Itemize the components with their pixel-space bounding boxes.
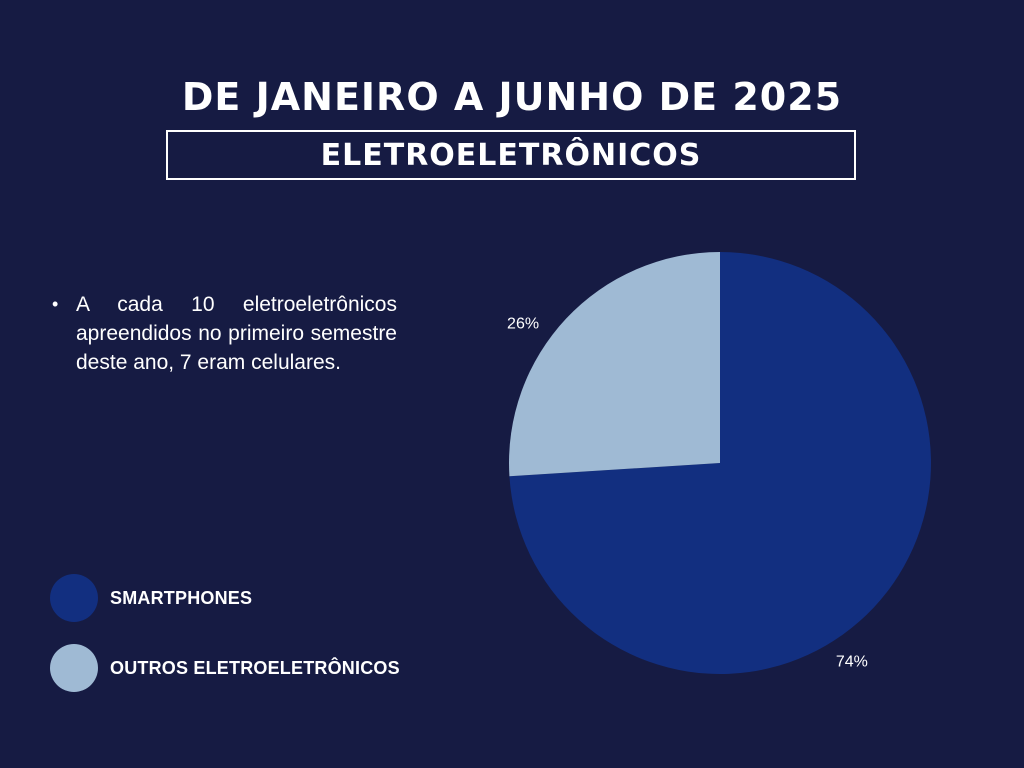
legend-swatch-outros	[50, 644, 98, 692]
page-subtitle: ELETROELETRÔNICOS	[320, 137, 702, 173]
pie-chart: 74% 26%	[480, 230, 960, 700]
pie-slice-outros	[509, 252, 720, 477]
subtitle-box: ELETROELETRÔNICOS	[166, 130, 856, 180]
legend-item-smartphones: SMARTPHONES	[50, 574, 252, 622]
note-text: A cada 10 eletroeletrônicos apreendidos …	[76, 293, 397, 374]
legend-swatch-smartphones	[50, 574, 98, 622]
legend-item-outros: OUTROS ELETROELETRÔNICOS	[50, 644, 400, 692]
pie-label-smartphones: 74%	[836, 654, 868, 671]
legend-label-smartphones: SMARTPHONES	[110, 587, 253, 608]
page-title: DE JANEIRO A JUNHO DE 2025	[181, 75, 843, 119]
pie-slice-smartphones	[509, 252, 931, 674]
pie-chart-svg: 74% 26%	[507, 252, 931, 674]
legend-label-outros: OUTROS ELETROELETRÔNICOS	[110, 657, 400, 678]
note-list-item: • A cada 10 eletroeletrônicos apreendido…	[52, 290, 397, 377]
pie-label-outros: 26%	[507, 315, 539, 332]
bullet-icon: •	[52, 294, 59, 314]
